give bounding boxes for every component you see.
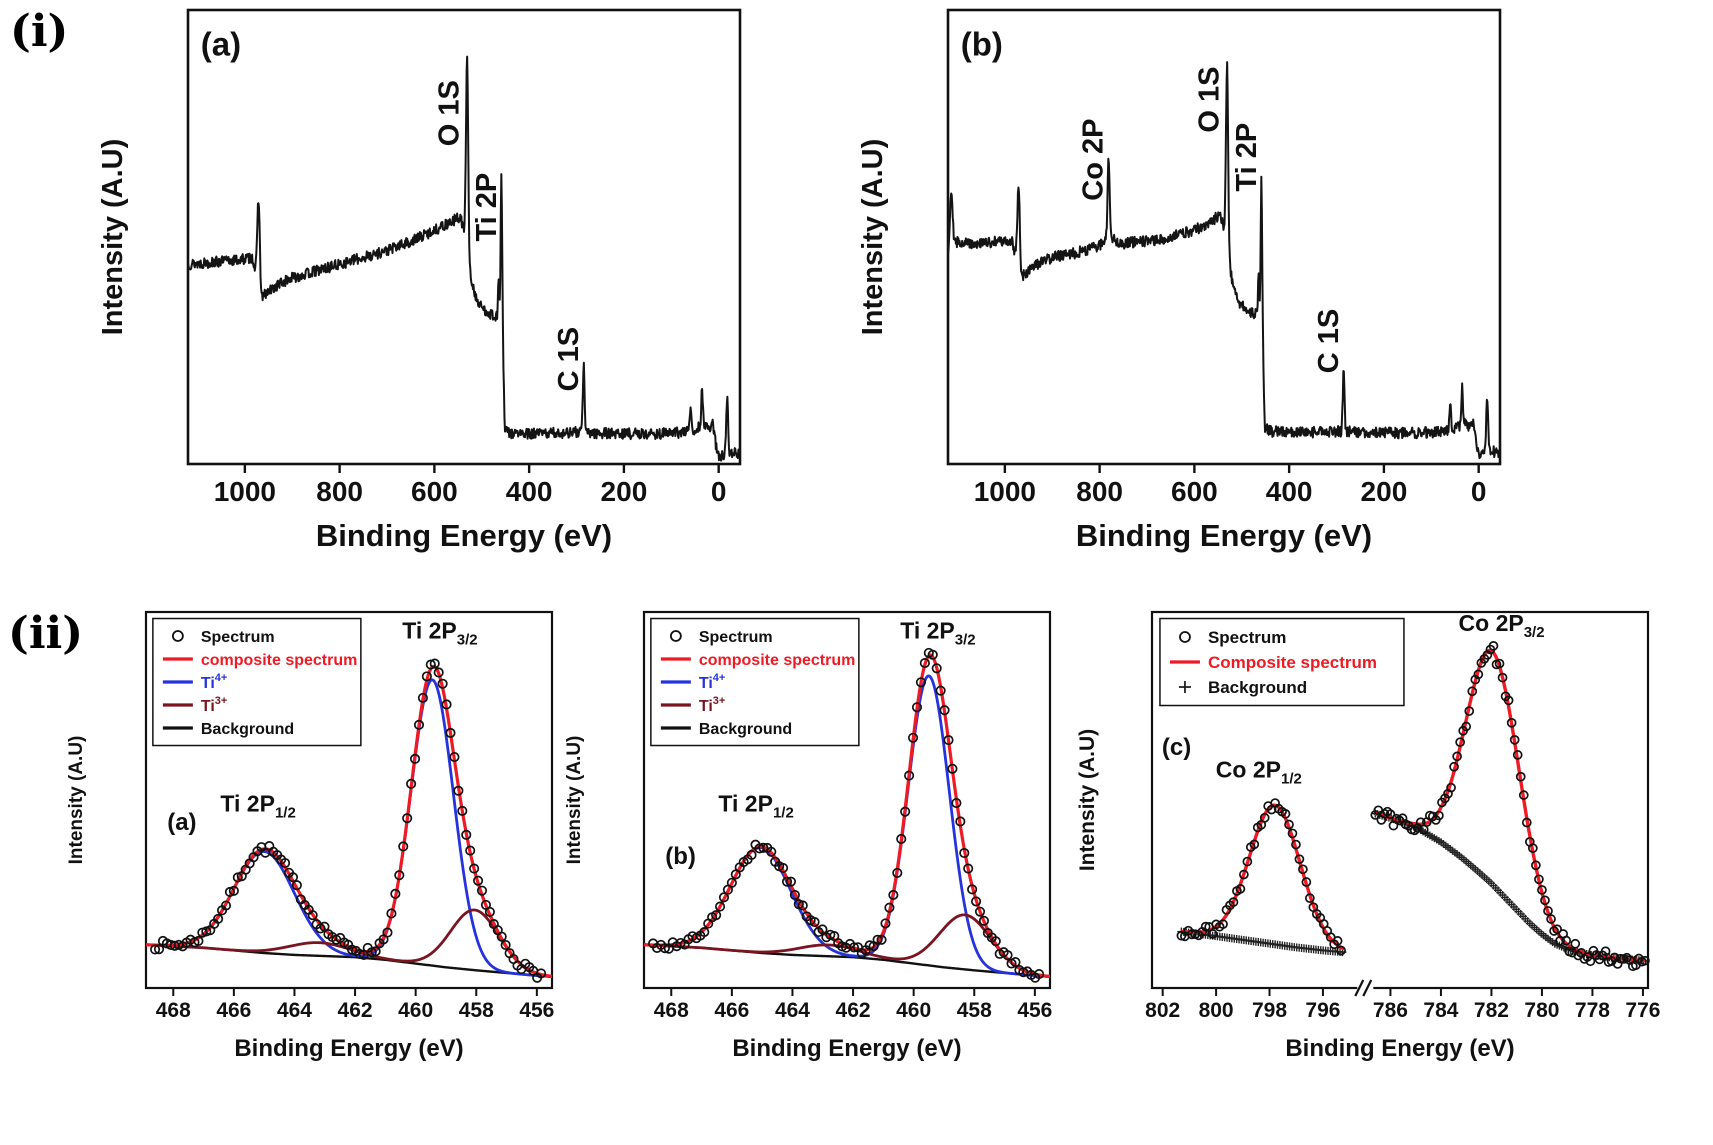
ti2p-fit-chart-a: Binding Energy (eV) Intensity (A.U) 468 466… <box>58 602 564 1078</box>
svg-text:Ti 2P: Ti 2P <box>1231 123 1263 192</box>
svg-text:460: 460 <box>896 999 931 1022</box>
survey-spectrum-chart-b: Binding Energy (eV) Intensity (A.U) 1000 80… <box>848 0 1516 580</box>
svg-text:Co 2P3/2: Co 2P3/2 <box>1459 610 1545 641</box>
survey_a-svg: Binding Energy (eV) Intensity (A.U) 1000 80… <box>97 8 742 553</box>
svg-text:(a): (a) <box>167 809 196 836</box>
svg-text:Composite spectrum: Composite spectrum <box>1208 653 1377 672</box>
svg-text:Intensity (A.U): Intensity (A.U) <box>97 139 129 336</box>
svg-text:1000: 1000 <box>214 476 276 507</box>
svg-text:464: 464 <box>775 999 810 1022</box>
svg-text:462: 462 <box>836 999 871 1022</box>
svg-text:composite spectrum: composite spectrum <box>699 652 855 669</box>
svg-text:Intensity (A.U): Intensity (A.U) <box>66 736 87 865</box>
survey_b-svg: Binding Energy (eV) Intensity (A.U) 1000 80… <box>857 8 1502 553</box>
svg-text:Ti3+: Ti3+ <box>201 695 227 715</box>
fit_c-svg: Binding Energy (eV) Intensity (A.U) 802 800… <box>1076 610 1660 1062</box>
svg-text:466: 466 <box>216 999 251 1022</box>
svg-text:Binding Energy (eV): Binding Energy (eV) <box>316 518 612 553</box>
svg-text:468: 468 <box>156 999 191 1022</box>
svg-text:O 1S: O 1S <box>1194 66 1226 132</box>
svg-text:Ti4+: Ti4+ <box>201 672 227 692</box>
svg-text:458: 458 <box>459 999 494 1022</box>
svg-text:Spectrum: Spectrum <box>201 629 275 646</box>
svg-text:796: 796 <box>1305 999 1340 1022</box>
svg-text:400: 400 <box>1266 476 1313 507</box>
svg-text:Intensity (A.U): Intensity (A.U) <box>564 736 585 865</box>
svg-text:0: 0 <box>711 476 727 507</box>
svg-text:Spectrum: Spectrum <box>1208 628 1286 647</box>
svg-text:Background: Background <box>201 721 294 738</box>
svg-text:Co 2P1/2: Co 2P1/2 <box>1216 756 1302 787</box>
svg-text:Binding Energy (eV): Binding Energy (eV) <box>732 1035 961 1062</box>
fit_a-svg: Binding Energy (eV) Intensity (A.U) 468 466… <box>66 610 554 1062</box>
svg-text:802: 802 <box>1145 999 1180 1022</box>
svg-text:Spectrum: Spectrum <box>699 629 773 646</box>
svg-text:C 1S: C 1S <box>1313 309 1345 373</box>
svg-text:800: 800 <box>316 476 363 507</box>
svg-text:Binding Energy (eV): Binding Energy (eV) <box>1076 518 1372 553</box>
svg-text:Ti 2P3/2: Ti 2P3/2 <box>900 617 975 648</box>
svg-text:400: 400 <box>506 476 553 507</box>
svg-text:Ti3+: Ti3+ <box>699 695 725 715</box>
svg-text:Background: Background <box>699 721 792 738</box>
svg-text:778: 778 <box>1575 999 1610 1022</box>
fit_b-svg: Binding Energy (eV) Intensity (A.U) 468 466… <box>564 610 1052 1062</box>
svg-text:460: 460 <box>398 999 433 1022</box>
svg-text:(a): (a) <box>201 25 241 62</box>
section-label-i: (i) <box>10 6 69 57</box>
svg-text:(c): (c) <box>1162 734 1191 761</box>
svg-text:800: 800 <box>1076 476 1123 507</box>
svg-text:Ti4+: Ti4+ <box>699 672 725 692</box>
svg-text:464: 464 <box>277 999 312 1022</box>
svg-text:composite spectrum: composite spectrum <box>201 652 357 669</box>
svg-text:Ti 2P1/2: Ti 2P1/2 <box>718 790 793 821</box>
svg-text:Background: Background <box>1208 678 1307 697</box>
svg-text:Ti 2P: Ti 2P <box>471 173 503 242</box>
svg-text:Ti 2P1/2: Ti 2P1/2 <box>220 790 295 821</box>
svg-text:Intensity (A.U): Intensity (A.U) <box>857 139 889 336</box>
svg-text:798: 798 <box>1252 999 1287 1022</box>
svg-text:466: 466 <box>714 999 749 1022</box>
svg-text:O 1S: O 1S <box>434 80 466 146</box>
svg-text:1000: 1000 <box>974 476 1036 507</box>
svg-text:456: 456 <box>519 999 554 1022</box>
svg-text:Co 2P: Co 2P <box>1077 118 1109 200</box>
svg-text:776: 776 <box>1625 999 1660 1022</box>
svg-text:Ti 2P3/2: Ti 2P3/2 <box>402 617 477 648</box>
svg-text:(b): (b) <box>961 25 1003 62</box>
co2p-fit-chart-c: Binding Energy (eV) Intensity (A.U) 802 800… <box>1072 602 1660 1078</box>
svg-text:458: 458 <box>957 999 992 1022</box>
svg-text:468: 468 <box>654 999 689 1022</box>
svg-text:786: 786 <box>1373 999 1408 1022</box>
section-label-ii: (ii) <box>8 608 84 659</box>
svg-text:780: 780 <box>1524 999 1559 1022</box>
svg-text:600: 600 <box>411 476 458 507</box>
svg-text:C 1S: C 1S <box>553 327 585 391</box>
svg-text:200: 200 <box>601 476 648 507</box>
svg-text:600: 600 <box>1171 476 1218 507</box>
svg-text:462: 462 <box>338 999 373 1022</box>
ti2p-fit-chart-b: Binding Energy (eV) Intensity (A.U) 468 466… <box>556 602 1062 1078</box>
svg-text:0: 0 <box>1471 476 1487 507</box>
survey-spectrum-chart-a: Binding Energy (eV) Intensity (A.U) 1000 80… <box>88 0 756 580</box>
svg-text:456: 456 <box>1017 999 1052 1022</box>
svg-text:Intensity (A.U): Intensity (A.U) <box>1076 729 1099 871</box>
svg-text:(b): (b) <box>665 843 696 870</box>
svg-text:784: 784 <box>1423 999 1458 1022</box>
svg-text:800: 800 <box>1199 999 1234 1022</box>
svg-text:Binding Energy (eV): Binding Energy (eV) <box>234 1035 463 1062</box>
svg-text:200: 200 <box>1361 476 1408 507</box>
svg-text:782: 782 <box>1474 999 1509 1022</box>
svg-text:Binding Energy (eV): Binding Energy (eV) <box>1285 1035 1514 1062</box>
